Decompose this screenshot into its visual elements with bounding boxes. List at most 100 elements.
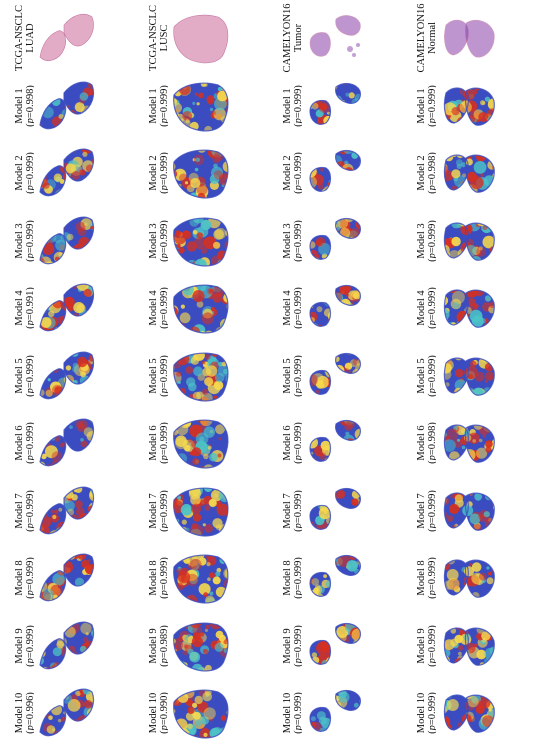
model-name: Model 2: [148, 152, 159, 194]
model-label: Model 5(p=0.999): [286, 343, 300, 409]
model-label: Model 8(p=0.999): [152, 545, 166, 611]
attention-heatmap: [168, 73, 234, 139]
model-label: Model 10(p=0.990): [152, 680, 166, 746]
model-name: Model 6: [14, 422, 25, 464]
slide-thumbnail: [436, 5, 502, 71]
model-name: Model 1: [14, 85, 25, 127]
heatmap-overlay: [436, 208, 502, 274]
model-name: Model 6: [416, 422, 427, 464]
model-label: Model 3(p=0.999): [152, 208, 166, 274]
model-label: Model 4(p=0.999): [152, 275, 166, 341]
model-label: Model 1(p=0.999): [420, 73, 434, 139]
model-name: Model 5: [14, 355, 25, 397]
model-label: Model 9(p=0.989): [152, 613, 166, 679]
model-name: Model 3: [148, 220, 159, 262]
model-name: Model 10: [14, 692, 25, 734]
model-label: Model 5(p=0.999): [420, 343, 434, 409]
tissue-region: [310, 32, 331, 56]
attention-heatmap: [436, 73, 502, 139]
heatmap-overlay: [436, 680, 502, 746]
heatmap-overlay: [302, 680, 368, 746]
attention-heatmap: [302, 275, 368, 341]
model-label: Model 3(p=0.999): [18, 208, 32, 274]
model-name: Model 9: [14, 625, 25, 667]
heatmap-overlay: [302, 613, 368, 679]
model-label: Model 7(p=0.999): [286, 478, 300, 544]
model-name: Model 4: [416, 287, 427, 329]
model-name: Model 9: [148, 625, 159, 667]
model-name: Model 7: [416, 490, 427, 532]
attention-heatmap: [34, 208, 100, 274]
model-name: Model 10: [282, 692, 293, 734]
attention-heatmap: [302, 140, 368, 206]
model-label: Model 1(p=0.999): [286, 73, 300, 139]
attention-heatmap: [436, 275, 502, 341]
model-name: Model 9: [416, 625, 427, 667]
attention-heatmap: [168, 343, 234, 409]
tissue-region: [444, 20, 468, 55]
model-name: Model 5: [416, 355, 427, 397]
dataset-label: CAMELYON16: [282, 4, 293, 73]
model-label: Model 6(p=0.998): [420, 410, 434, 476]
dataset-label: TCGA-NSCLC: [148, 5, 159, 71]
attention-heatmap: [436, 613, 502, 679]
attention-heatmap: [436, 545, 502, 611]
dataset-label: CAMELYON16: [416, 4, 427, 73]
model-label: Model 7(p=0.999): [152, 478, 166, 544]
model-name: Model 7: [14, 490, 25, 532]
attention-heatmap: [302, 680, 368, 746]
model-name: Model 1: [416, 85, 427, 127]
model-label: Model 2(p=0.998): [420, 140, 434, 206]
heatmap-overlay: [302, 410, 368, 476]
model-label: Model 10(p=0.996): [18, 680, 32, 746]
heatmap-overlay: [302, 343, 368, 409]
heatmap-overlay: [436, 73, 502, 139]
attention-heatmap: [168, 545, 234, 611]
heatmap-overlay: [302, 478, 368, 544]
model-name: Model 4: [282, 287, 293, 329]
attention-heatmap: [302, 545, 368, 611]
attention-heatmap: [436, 208, 502, 274]
model-label: Model 9(p=0.999): [18, 613, 32, 679]
attention-heatmap: [34, 478, 100, 544]
tissue-region: [64, 14, 94, 46]
model-label: Model 6(p=0.999): [18, 410, 32, 476]
model-label: Model 6(p=0.999): [286, 410, 300, 476]
tissue-fragment: [352, 53, 356, 57]
model-name: Model 10: [148, 692, 159, 734]
model-name: Model 2: [416, 152, 427, 194]
attention-heatmap: [34, 410, 100, 476]
attention-heatmap: [302, 478, 368, 544]
heatmap-overlay: [436, 478, 502, 544]
attention-heatmap: [302, 613, 368, 679]
model-label: Model 1(p=0.998): [18, 73, 32, 139]
attention-heatmap: [302, 343, 368, 409]
heatmap-overlay: [436, 410, 502, 476]
model-name: Model 7: [148, 490, 159, 532]
attention-heatmap: [436, 410, 502, 476]
model-label: Model 3(p=0.999): [286, 208, 300, 274]
model-name: Model 5: [282, 355, 293, 397]
model-label: Model 1(p=0.999): [152, 73, 166, 139]
model-label: Model 2(p=0.999): [152, 140, 166, 206]
model-name: Model 8: [282, 557, 293, 599]
attention-heatmap: [436, 140, 502, 206]
slide-thumbnail: [168, 5, 234, 71]
attention-heatmap: [436, 680, 502, 746]
attention-heatmap: [168, 275, 234, 341]
heatmap-overlay: [302, 545, 368, 611]
attention-heatmap: [34, 680, 100, 746]
model-label: Model 10(p=0.999): [420, 680, 434, 746]
heatmap-overlay: [302, 208, 368, 274]
attention-heatmap: [34, 275, 100, 341]
tissue-fragment: [347, 46, 353, 52]
model-name: Model 1: [282, 85, 293, 127]
model-name: Model 6: [282, 422, 293, 464]
model-name: Model 7: [282, 490, 293, 532]
model-name: Model 3: [416, 220, 427, 262]
model-label: Model 4(p=0.999): [286, 275, 300, 341]
